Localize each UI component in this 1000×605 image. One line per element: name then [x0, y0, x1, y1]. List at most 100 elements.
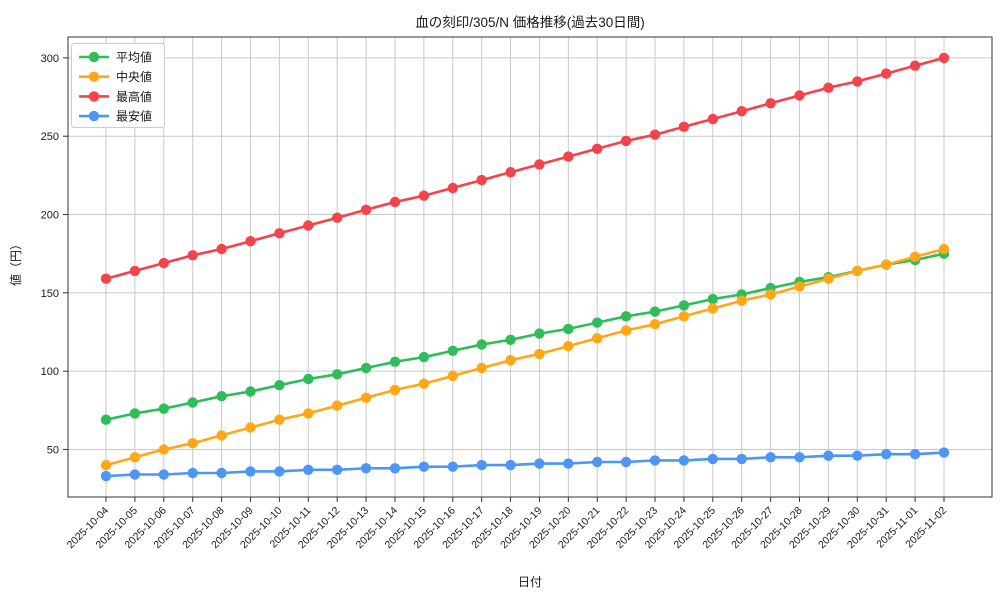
data-point: [476, 174, 487, 186]
data-point: [909, 60, 921, 71]
data-point: [707, 453, 718, 465]
data-point: [360, 362, 372, 374]
data-point: [649, 306, 661, 317]
data-point: [100, 273, 112, 284]
data-point: [129, 452, 141, 463]
data-point: [563, 458, 574, 469]
data-point: [592, 333, 603, 344]
data-point: [938, 447, 950, 458]
data-point: [505, 355, 516, 366]
data-point: [129, 469, 141, 480]
data-point: [678, 121, 690, 132]
series-line: [104, 56, 946, 280]
data-point: [245, 422, 256, 433]
data-point: [620, 135, 632, 147]
data-point: [187, 438, 198, 449]
data-point: [707, 303, 718, 314]
data-point: [938, 243, 950, 255]
data-point: [649, 319, 661, 330]
data-point: [794, 90, 805, 101]
data-point: [823, 450, 834, 461]
data-point: [534, 159, 545, 170]
data-point: [129, 408, 141, 419]
data-point: [158, 444, 169, 455]
series-line: [104, 252, 946, 421]
data-point: [216, 391, 227, 402]
data-point: [794, 452, 805, 463]
y-tick-label: 150: [41, 288, 59, 300]
data-point: [158, 257, 169, 269]
data-point: [736, 453, 747, 465]
data-point: [534, 348, 545, 360]
data-point: [678, 455, 690, 466]
data-point: [736, 106, 747, 117]
data-point: [505, 167, 516, 178]
plot-border: [67, 36, 993, 498]
data-point: [447, 461, 458, 472]
legend-marker: [88, 91, 100, 102]
data-point: [274, 466, 285, 477]
data-point: [187, 467, 198, 479]
chart-title: 血の刻印/305/N 価格推移(過去30日間): [415, 15, 645, 30]
data-point: [332, 369, 343, 380]
data-point: [852, 76, 863, 87]
data-point: [620, 311, 632, 322]
series-layer: [100, 52, 950, 482]
data-point: [765, 98, 776, 109]
data-point: [678, 300, 690, 311]
y-tick-label: 300: [41, 53, 59, 65]
data-point: [852, 265, 863, 277]
data-point: [332, 464, 343, 475]
y-tick-label: 200: [41, 210, 59, 222]
series-3: [100, 447, 950, 482]
data-point: [505, 334, 516, 345]
data-point: [909, 251, 921, 262]
data-point: [534, 328, 545, 339]
legend-marker: [88, 110, 100, 122]
data-point: [389, 463, 401, 474]
data-point: [476, 339, 487, 350]
data-point: [447, 370, 458, 382]
data-point: [592, 456, 603, 468]
legend-label: 最安値: [116, 109, 152, 124]
data-point: [274, 228, 285, 239]
x-axis-label: 日付: [518, 575, 542, 589]
legend-item-1: 中央値: [79, 69, 152, 84]
data-point: [881, 449, 892, 460]
y-axis-label: 値（円）: [8, 238, 23, 286]
series-2: [100, 52, 950, 284]
y-tick-label: 250: [41, 131, 59, 143]
data-point: [649, 129, 661, 140]
data-point: [129, 265, 141, 277]
data-point: [476, 459, 487, 471]
grid-layer: [68, 37, 992, 497]
legend-marker: [88, 71, 100, 82]
y-tick-label: 50: [47, 444, 59, 456]
data-point: [274, 414, 285, 425]
data-point: [100, 470, 112, 482]
data-point: [216, 430, 227, 441]
data-point: [909, 449, 921, 460]
data-point: [216, 467, 227, 479]
legend-label: 平均値: [116, 50, 152, 65]
data-point: [678, 311, 690, 322]
data-point: [187, 397, 198, 408]
legend-box: [71, 43, 165, 128]
data-point: [765, 452, 776, 463]
legend-item-3: 最安値: [79, 109, 152, 124]
data-point: [534, 458, 545, 469]
data-point: [563, 151, 574, 162]
data-point: [881, 68, 892, 79]
series-line: [104, 247, 946, 467]
y-tick-label: 100: [41, 366, 59, 378]
data-point: [216, 243, 227, 255]
data-point: [418, 190, 430, 201]
legend-item-0: 平均値: [79, 50, 152, 65]
data-point: [360, 204, 372, 215]
data-point: [476, 362, 487, 374]
series-0: [100, 248, 950, 425]
data-point: [245, 386, 256, 397]
data-point: [245, 466, 256, 477]
